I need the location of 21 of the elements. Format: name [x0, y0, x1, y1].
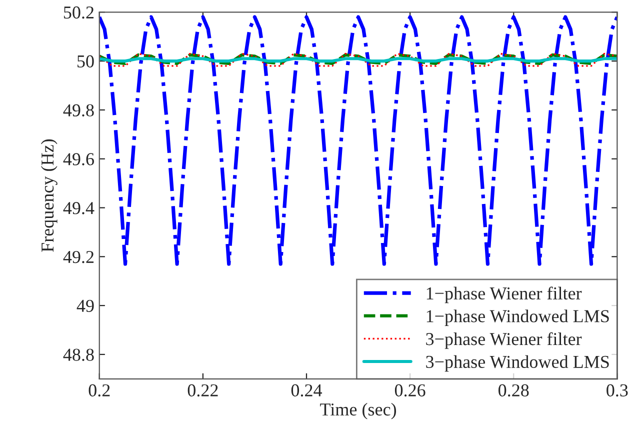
legend-label: 1−phase Windowed LMS: [426, 310, 609, 326]
legend-label: 3−phase Windowed LMS: [426, 355, 609, 372]
line-series: [99, 15, 618, 266]
x-tick-label: 0.24: [291, 384, 322, 397]
y-tick-label: 49.4: [63, 202, 94, 214]
x-tick-label: 0.22: [188, 384, 218, 397]
y-tick-label: 49.6: [63, 153, 94, 166]
y-tick-label: 50.2: [64, 6, 94, 19]
y-tick-label: 49.8: [63, 104, 94, 116]
y-tick-label: 49: [76, 300, 94, 312]
legend-label: 1−phase Wiener filter: [426, 286, 582, 304]
x-tick-label: 0.26: [394, 384, 426, 397]
y-tick-label: 49.2: [63, 250, 94, 264]
legend-label: 3−phase Wiener filter: [426, 332, 582, 349]
y-axis-title: Frequency (Hz): [40, 139, 58, 252]
y-tick-label: 48.8: [63, 348, 94, 361]
x-tick-label: 0.3: [606, 384, 628, 397]
y-tick-label: 50: [78, 55, 94, 68]
x-tick-label: 0.2: [88, 384, 110, 397]
x-axis-title: Time (sec): [320, 402, 396, 420]
x-tick-label: 0.28: [498, 384, 529, 397]
